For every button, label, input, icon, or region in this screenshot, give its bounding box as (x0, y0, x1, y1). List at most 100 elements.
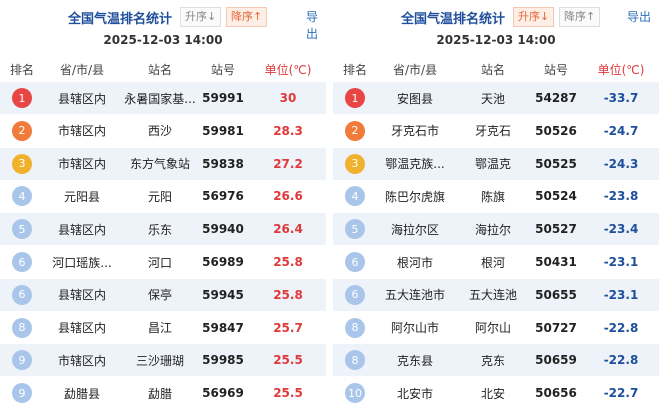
table-cell: 59991 (200, 82, 246, 114)
sort-button[interactable]: 升序↓ (180, 7, 222, 27)
table-row: 8 克东县 克东 50659 -22.8 (333, 344, 659, 377)
table-cell: 54287 (533, 82, 579, 114)
sort-button[interactable]: 降序↑ (226, 7, 268, 27)
cell-text: 海拉尔 (474, 222, 511, 237)
table-cell: -22.7 (587, 377, 655, 409)
table-cell: 59985 (200, 344, 246, 376)
sort-button[interactable]: 升序↓ (513, 7, 555, 27)
export-button[interactable]: 导出 (306, 10, 319, 41)
cell-text: 牙克石市 (390, 124, 439, 139)
cell-text: 市辖区内 (57, 157, 106, 172)
table-cell: 陈旗 (453, 180, 533, 212)
table-cell: 6 (337, 279, 373, 311)
table-cell: 50659 (533, 344, 579, 376)
cell-text: 昌江 (147, 321, 172, 336)
cell-text: 永暑国家基... (124, 91, 196, 106)
table-cell: 59945 (200, 279, 246, 311)
table-cell: 五大连池市 (379, 279, 451, 311)
table-cell: -24.7 (587, 115, 655, 147)
rank-badge: 6 (12, 252, 32, 272)
cell-text: 市辖区内 (57, 124, 106, 139)
cell-text: 克东县 (396, 353, 433, 368)
cell-text: 根河市 (396, 255, 433, 270)
table-cell: 2 (4, 115, 40, 147)
cell-text: 56989 (202, 255, 244, 269)
temperature-value: 30 (279, 91, 297, 105)
table-cell: 30 (254, 82, 322, 114)
cell-text: 乐东 (147, 222, 172, 237)
column-header: 站名 (147, 62, 172, 77)
table-cell: 阿尔山 (453, 312, 533, 344)
cell-text: 陈旗 (480, 189, 505, 204)
export-button[interactable]: 导出 (627, 10, 652, 24)
table-row: 3 市辖区内 东方气象站 59838 27.2 (0, 147, 326, 180)
table-cell: 阿尔山市 (379, 312, 451, 344)
rank-badge: 5 (12, 219, 32, 240)
table-cell: 元阳 (120, 180, 200, 212)
table-cell: 海拉尔区 (379, 213, 451, 245)
cell-text: 勐腊 (147, 386, 172, 401)
cell-text: 县辖区内 (57, 321, 106, 336)
rank-badge: 1 (345, 88, 365, 108)
table-cell: -33.7 (587, 82, 655, 114)
table-cell: 海拉尔 (453, 213, 533, 245)
table-cell: 26.4 (254, 213, 322, 245)
table-cell: -22.8 (587, 344, 655, 376)
table-cell: 克东 (453, 344, 533, 376)
table-cell: 天池 (453, 82, 533, 114)
table-cell: 50656 (533, 377, 579, 409)
table-cell: 根河 (453, 246, 533, 278)
cell-text: 县辖区内 (57, 288, 106, 303)
cell-text: 海拉尔区 (390, 222, 439, 237)
table-cell: 59981 (200, 115, 246, 147)
table-cell: -23.8 (587, 180, 655, 212)
cell-text: 59991 (202, 91, 244, 105)
rank-badge: 8 (345, 317, 365, 338)
cell-text: 东方气象站 (129, 157, 190, 172)
table-cell: 50524 (533, 180, 579, 212)
timestamp: 2025-12-03 14:00 (103, 33, 223, 47)
table-cell: 勐腊 (120, 377, 200, 409)
table-cell: 河口瑶族... (46, 246, 118, 278)
temperature-value: -24.7 (603, 123, 639, 138)
column-header: 排名 (9, 62, 34, 77)
cell-text: 50526 (535, 123, 577, 138)
cell-text: 北安 (480, 386, 505, 401)
table-cell: 25.8 (254, 246, 322, 278)
cell-text: 天池 (480, 91, 505, 106)
cell-text: 北安市 (396, 386, 433, 401)
rank-badge: 8 (12, 317, 32, 338)
table-cell: 市辖区内 (46, 344, 118, 376)
table-row: 8 县辖区内 昌江 59847 25.7 (0, 311, 326, 344)
column-header: 站名 (480, 62, 505, 77)
column-header: 单位(℃) (264, 62, 312, 77)
cell-text: 鄂温克 (474, 157, 511, 172)
table-cell: 牙克石市 (379, 115, 451, 147)
table-cell: 2 (337, 115, 373, 147)
rank-badge: 4 (12, 186, 32, 207)
table-cell: 25.5 (254, 377, 322, 409)
table-cell: 25.5 (254, 344, 322, 376)
panel-title: 全国气温排名统计 (68, 12, 173, 27)
table-cell: 北安市 (379, 377, 451, 409)
table-cell: 8 (337, 312, 373, 344)
temperature-value: 27.2 (273, 156, 303, 171)
cell-text: 阿尔山市 (390, 321, 439, 336)
rank-badge: 8 (345, 350, 365, 371)
column-header: 单位(℃) (597, 62, 645, 77)
rank-badge: 3 (12, 153, 32, 174)
table-cell: 1 (4, 82, 40, 114)
cell-text: 56976 (202, 189, 244, 204)
cell-text: 50431 (535, 255, 577, 269)
table-row: 6 河口瑶族... 河口 56989 25.8 (0, 246, 326, 278)
table-cell: 28.3 (254, 115, 322, 147)
sort-button[interactable]: 降序↑ (559, 7, 601, 27)
table-cell: 56976 (200, 180, 246, 212)
table-row: 1 县辖区内 永暑国家基... 59991 30 (0, 82, 326, 114)
table-cell: 五大连池 (453, 279, 533, 311)
table-row: 1 安图县 天池 54287 -33.7 (333, 82, 659, 114)
cell-text: 59945 (202, 287, 244, 302)
table-row: 6 五大连池市 五大连池 50655 -23.1 (333, 278, 659, 311)
rank-badge: 6 (12, 284, 32, 305)
